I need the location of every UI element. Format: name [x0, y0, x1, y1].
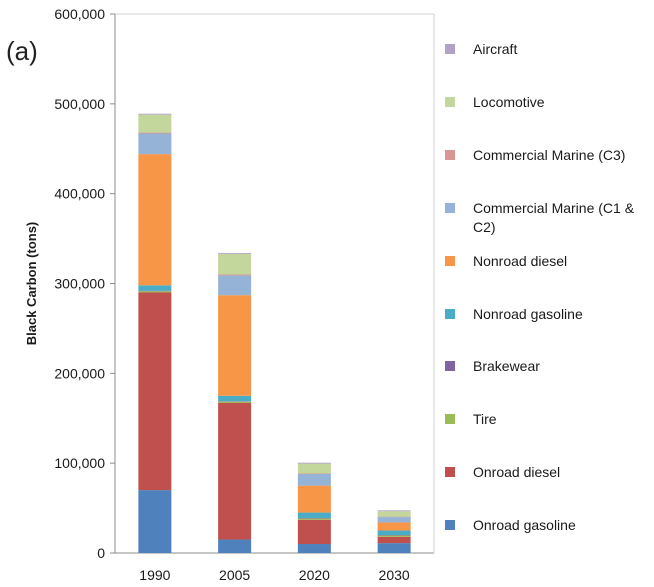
bar-segment — [218, 402, 252, 540]
legend-swatch — [445, 202, 455, 213]
legend-item: Onroad gasoline — [445, 516, 654, 535]
bar-segment — [377, 510, 411, 512]
bar-segment — [138, 132, 172, 134]
bar-segment — [297, 462, 331, 464]
legend-swatch — [445, 149, 455, 160]
legend-swatch — [445, 44, 455, 54]
bar-segment — [377, 522, 411, 531]
legend-label: Commercial Marine (C1 & C2) — [473, 199, 635, 235]
bar-segment — [138, 154, 172, 286]
legend-label: Commercial Marine (C3) — [473, 146, 626, 163]
legend-item: Commercial Marine (C1 & C2) — [445, 199, 654, 237]
bar-segment — [297, 463, 331, 474]
bar-segment — [218, 539, 252, 553]
legend-item: Onroad diesel — [445, 463, 654, 482]
x-tick-label: 2005 — [219, 567, 250, 583]
y-tick-label: 600,000 — [54, 6, 105, 22]
legend-swatch — [445, 467, 455, 478]
bar-segment — [377, 530, 411, 536]
bar-segment — [297, 485, 331, 513]
bar-segment — [377, 543, 411, 553]
y-tick-label: 400,000 — [54, 186, 105, 202]
bar-segment — [297, 473, 331, 486]
legend-swatch — [445, 414, 455, 425]
legend-swatch — [445, 308, 455, 319]
legend-item: Nonroad diesel — [445, 252, 654, 271]
bar-segment — [377, 511, 411, 517]
x-tick-label: 2020 — [299, 567, 330, 583]
legend-label: Aircraft — [473, 41, 518, 57]
bar-segment — [218, 395, 252, 402]
legend-swatch — [445, 361, 455, 372]
legend-item: Nonroad gasoline — [445, 305, 654, 324]
bar-segment — [377, 535, 411, 537]
legend-label: Nonroad gasoline — [473, 305, 583, 322]
legend-item: Commercial Marine (C3) — [445, 146, 654, 165]
legend-item: Aircraft — [445, 40, 654, 59]
bar-segment — [218, 401, 252, 403]
bar-segment — [138, 133, 172, 155]
bar-segment — [218, 274, 252, 276]
bar-segment — [138, 490, 172, 553]
y-tick-label: 500,000 — [54, 96, 105, 112]
legend-item: Brakewear — [445, 357, 654, 376]
bar-segment — [138, 291, 172, 293]
bar-segment — [297, 512, 331, 518]
bar-segment — [138, 113, 172, 115]
legend-item: Locomotive — [445, 93, 654, 112]
legend-swatch — [445, 96, 455, 107]
legend-label: Nonroad diesel — [473, 252, 568, 269]
panel-label: (a) — [6, 36, 38, 66]
legend-swatch — [445, 520, 455, 531]
y-tick-label: 0 — [97, 545, 105, 561]
bar-segment — [297, 519, 331, 545]
y-tick-label: 300,000 — [54, 276, 105, 292]
y-tick-label: 100,000 — [54, 455, 105, 471]
bar-segment — [218, 252, 252, 254]
bar-segment — [218, 275, 252, 296]
bar-segment — [377, 536, 411, 544]
bar-segment — [138, 285, 172, 291]
y-tick-label: 200,000 — [54, 365, 105, 381]
legend-label: Tire — [473, 411, 497, 428]
legend-item: Tire — [445, 410, 654, 429]
x-tick-label: 2030 — [379, 567, 410, 583]
legend-label: Brakewear — [473, 358, 540, 375]
bar-segment — [218, 253, 252, 275]
legend-label: Locomotive — [473, 93, 545, 110]
legend-label: Onroad diesel — [473, 464, 561, 481]
legend-label: Onroad gasoline — [473, 517, 576, 534]
legend-swatch — [445, 255, 455, 266]
bar-segment — [297, 518, 331, 520]
x-tick-label: 1990 — [139, 567, 170, 583]
bar-segment — [218, 295, 252, 396]
bar-segment — [377, 517, 411, 523]
bar-segment — [297, 544, 331, 553]
y-axis-title: Black Carbon (tons) — [24, 222, 39, 346]
bar-segment — [138, 292, 172, 491]
bar-segment — [138, 114, 172, 133]
